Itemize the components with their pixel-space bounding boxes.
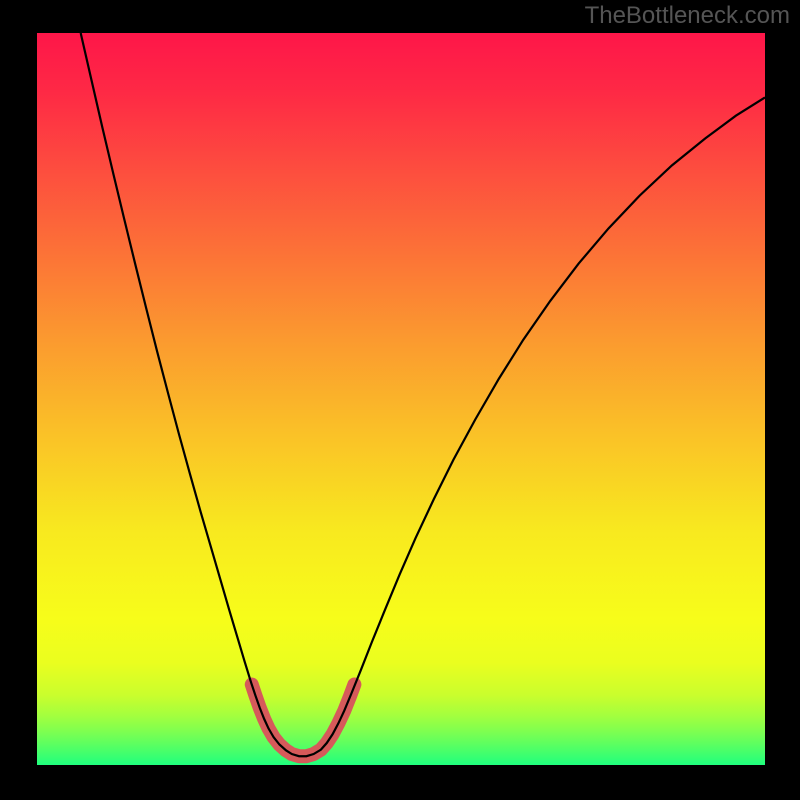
curve-layer [37,33,765,765]
main-curve [81,33,765,756]
plot-area [37,33,765,765]
watermark-text: TheBottleneck.com [585,2,790,30]
